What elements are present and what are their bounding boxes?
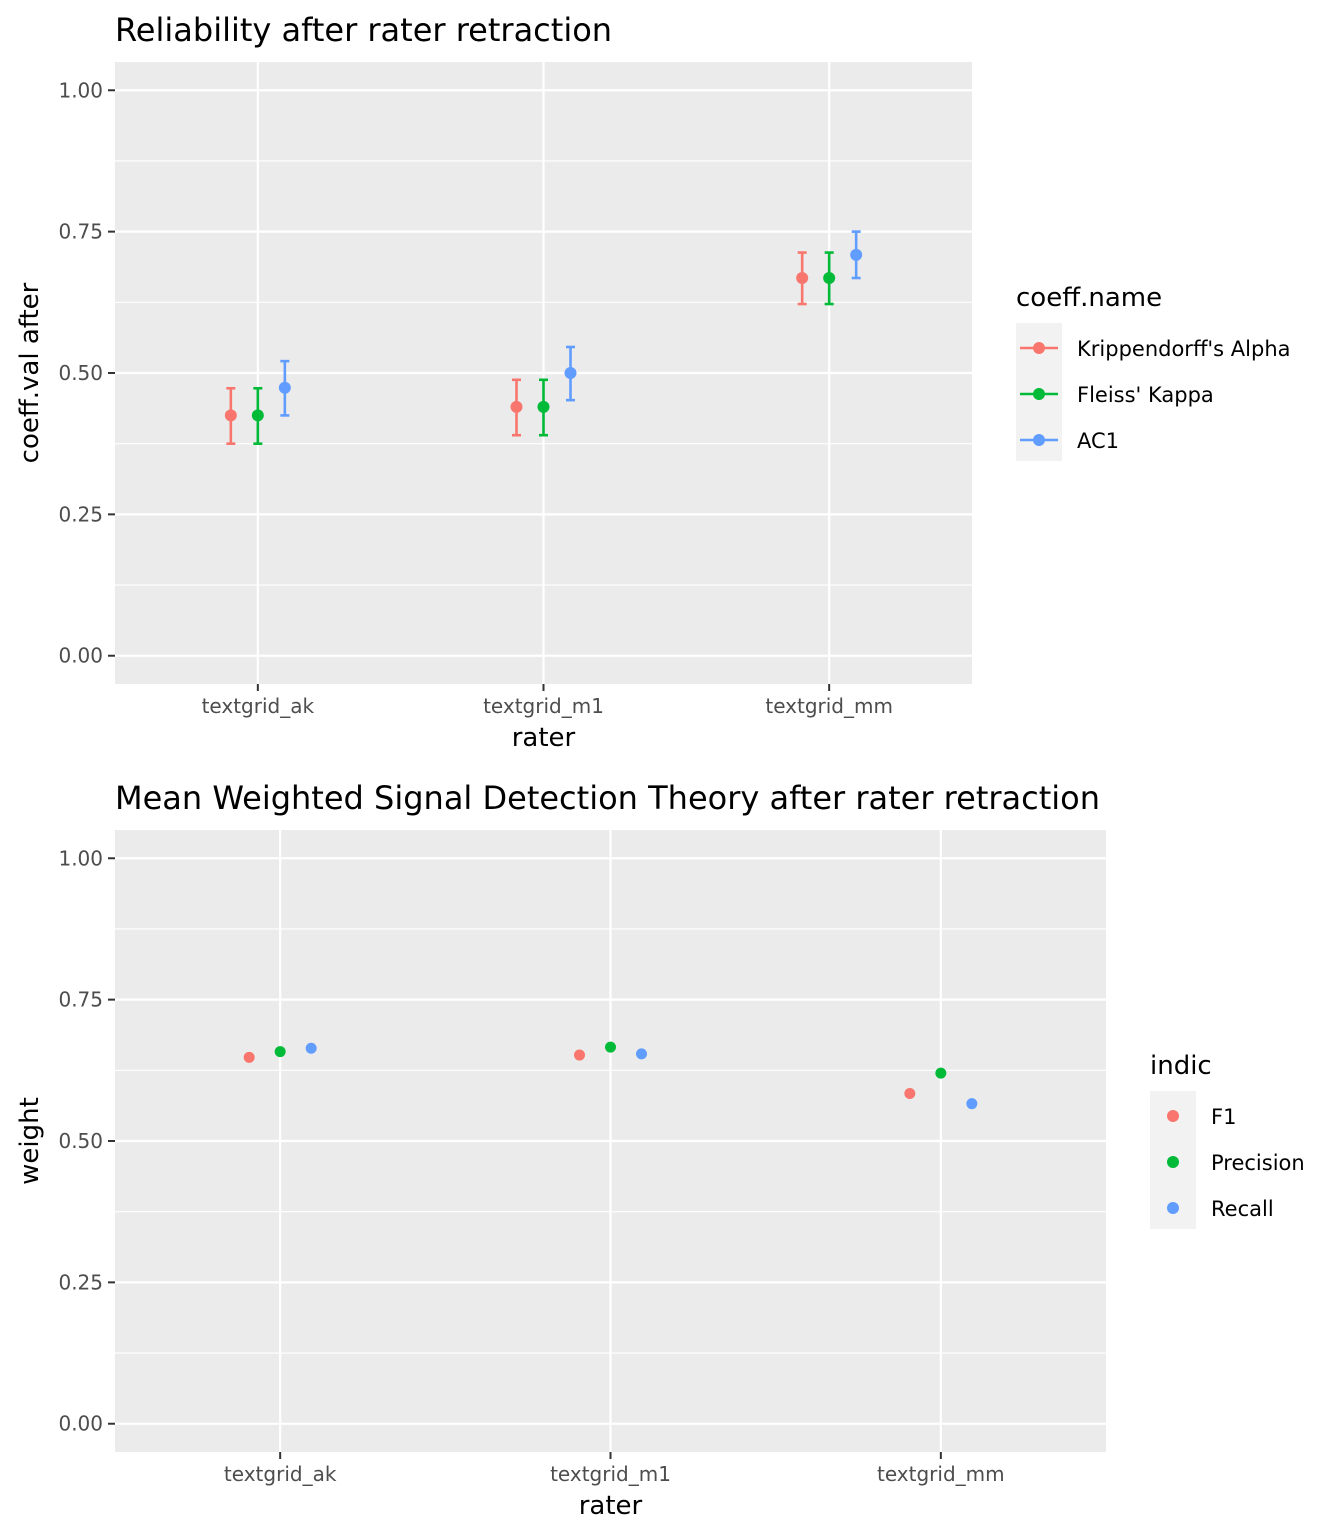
y-tick-label: 1.00 — [58, 846, 103, 870]
data-point — [243, 1051, 255, 1063]
data-point — [796, 272, 809, 285]
x-tick-label: textgrid_mm — [877, 1462, 1005, 1486]
legend-item: F1 — [1167, 1105, 1236, 1129]
data-point — [305, 1042, 317, 1054]
signal-detection-chart: Mean Weighted Signal Detection Theory af… — [15, 779, 1305, 1521]
data-point — [537, 400, 550, 413]
data-point — [904, 1088, 916, 1100]
legend-key-point — [1167, 1156, 1179, 1168]
legend-item: Precision — [1167, 1151, 1305, 1175]
grid-lines — [115, 830, 1106, 1452]
x-tick-label: textgrid_m1 — [483, 694, 604, 718]
legend-key-point — [1033, 342, 1045, 354]
legend-label: Fleiss' Kappa — [1077, 383, 1214, 407]
y-tick-label: 0.50 — [58, 1129, 103, 1153]
chart-title: Mean Weighted Signal Detection Theory af… — [115, 779, 1100, 817]
data-point — [251, 409, 264, 422]
legend-label: Krippendorff's Alpha — [1077, 337, 1291, 361]
x-axis-title: rater — [579, 1491, 643, 1521]
chart-title: Reliability after rater retraction — [115, 11, 612, 49]
legend-label: AC1 — [1077, 429, 1119, 453]
legend-key-point — [1167, 1202, 1179, 1214]
y-axis-title: coeff.val after — [15, 282, 45, 463]
y-tick-label: 0.00 — [58, 1412, 103, 1436]
y-tick-label: 0.50 — [58, 361, 103, 385]
y-axis: 0.00 0.25 0.50 0.75 1.00 — [58, 846, 115, 1436]
y-tick-label: 0.00 — [58, 644, 103, 668]
legend-key-point — [1033, 434, 1045, 446]
legend-title: coeff.name — [1016, 283, 1162, 313]
data-point — [278, 381, 291, 394]
x-tick-label: textgrid_m1 — [550, 1462, 671, 1486]
data-point — [636, 1048, 647, 1060]
legend-title: indic — [1150, 1051, 1212, 1081]
data-point — [274, 1046, 286, 1058]
y-axis: 0.00 0.25 0.50 0.75 1.00 — [58, 78, 115, 668]
x-axis-title: rater — [512, 723, 576, 753]
grid-lines — [115, 62, 972, 684]
data-point — [510, 400, 523, 413]
legend: indic F1 Precision Recall — [1150, 1051, 1305, 1229]
legend-key-point — [1167, 1110, 1179, 1122]
legend-item: Krippendorff's Alpha — [1020, 337, 1291, 361]
data-point — [564, 367, 577, 379]
x-tick-label: textgrid_mm — [765, 694, 893, 718]
y-axis-title: weight — [15, 1097, 45, 1185]
legend-label: Precision — [1211, 1151, 1305, 1175]
legend-label: Recall — [1211, 1197, 1274, 1221]
legend-item: AC1 — [1020, 429, 1119, 453]
legend-label: F1 — [1211, 1105, 1236, 1129]
data-point — [224, 409, 237, 422]
legend-key-point — [1033, 388, 1045, 400]
data-marks — [243, 1041, 978, 1110]
x-tick-label: textgrid_ak — [202, 694, 315, 718]
y-tick-label: 0.75 — [58, 988, 103, 1012]
data-point — [823, 272, 836, 285]
y-tick-label: 0.25 — [58, 1270, 103, 1294]
y-tick-label: 0.25 — [58, 502, 103, 526]
data-marks — [224, 230, 863, 445]
legend-item: Recall — [1167, 1197, 1274, 1221]
x-axis: textgrid_ak textgrid_m1 textgrid_mm — [224, 1452, 1005, 1486]
data-point — [966, 1098, 978, 1110]
legend: coeff.name Krippendorff's Alpha Fleiss' Ka… — [1016, 283, 1291, 461]
reliability-chart: Reliability after rater retraction 0.000… — [15, 11, 1291, 753]
y-tick-label: 0.75 — [58, 220, 103, 244]
data-point — [850, 248, 863, 261]
x-axis: textgrid_ak textgrid_m1 textgrid_mm — [202, 684, 893, 718]
data-point — [605, 1041, 616, 1053]
y-tick-label: 1.00 — [58, 78, 103, 102]
data-point — [935, 1067, 947, 1079]
data-point — [574, 1049, 585, 1061]
legend-item: Fleiss' Kappa — [1020, 383, 1214, 407]
x-tick-label: textgrid_ak — [224, 1462, 337, 1486]
